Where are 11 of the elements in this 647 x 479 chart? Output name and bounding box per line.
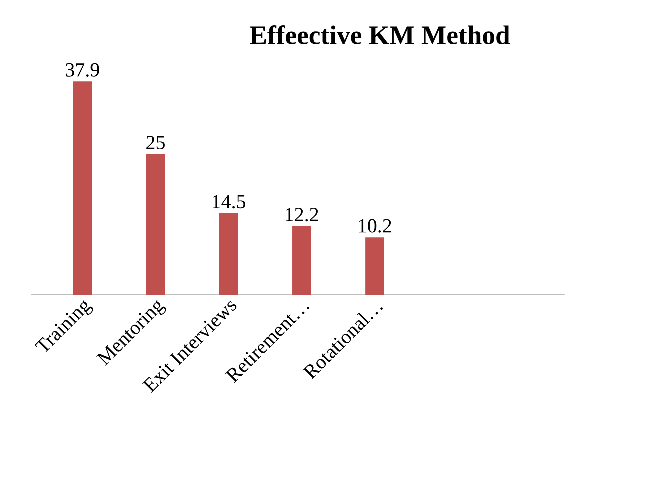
data-label: 14.5 xyxy=(213,195,246,209)
data-label: 12.2 xyxy=(286,208,318,222)
data-label: 25 xyxy=(146,136,165,150)
chart-title: Effeective KM Method xyxy=(250,25,510,45)
bar xyxy=(219,213,238,295)
bar xyxy=(73,82,92,295)
bar xyxy=(146,154,166,295)
bar xyxy=(366,238,384,295)
data-label: 37.9 xyxy=(66,63,100,77)
data-label: 10.2 xyxy=(359,219,392,233)
bar xyxy=(292,226,312,295)
